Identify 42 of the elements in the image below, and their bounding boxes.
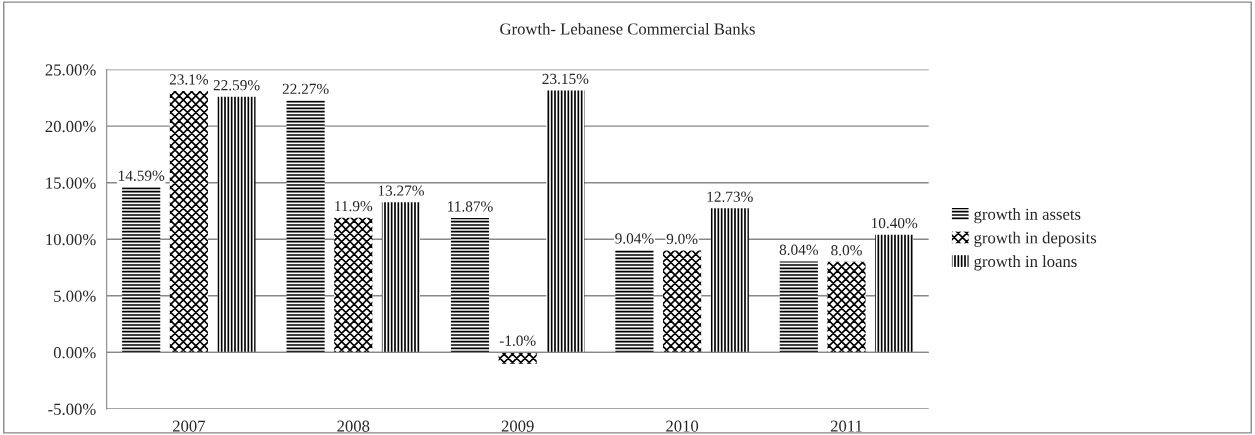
data-label: 23.1% (169, 74, 209, 85)
bar (450, 218, 490, 353)
data-label: 22.27% (282, 83, 329, 95)
data-label: 9.04% (615, 233, 654, 244)
bar (286, 100, 325, 353)
bar (169, 91, 208, 353)
data-label: 14.59% (118, 170, 165, 181)
y-tick-label: -5.00% (48, 403, 96, 415)
y-tick-label: 25.00% (45, 64, 96, 76)
bar (663, 250, 702, 353)
y-tick-label: 10.00% (46, 233, 96, 246)
bar (546, 90, 585, 353)
x-tick-label: 2009 (501, 420, 534, 432)
legend-label: growth in loans (974, 255, 1077, 271)
data-label: 11.9% (335, 200, 373, 212)
data-label: 9.0% (666, 233, 698, 245)
x-tick-label: 2008 (337, 420, 370, 432)
bar (381, 202, 421, 353)
x-tick-label: 2010 (666, 420, 699, 432)
bar (122, 187, 161, 353)
x-tick-label: 2011 (830, 420, 862, 432)
legend-label: growth in deposits (974, 231, 1097, 247)
data-label: 10.40% (871, 217, 918, 229)
bar (710, 208, 749, 353)
x-tick-label: 2007 (172, 420, 206, 432)
legend-label: growth in assets (974, 208, 1081, 224)
data-label: 23.15% (542, 73, 589, 85)
chart-title: Growth- Lebanese Commercial Banks (500, 22, 755, 35)
y-tick-label: 5.00% (54, 290, 96, 302)
data-label: 22.59% (213, 80, 260, 91)
bar (615, 250, 654, 353)
data-label: -1.0% (499, 335, 536, 346)
data-label: 8.04% (779, 244, 819, 255)
y-tick-label: 15.00% (46, 177, 96, 189)
data-label: 11.87% (448, 201, 493, 212)
bar (779, 261, 818, 353)
data-label: 13.27% (378, 185, 424, 196)
data-label: 8.0% (831, 245, 862, 256)
y-tick-label: 0.00% (53, 347, 96, 359)
bar (498, 352, 537, 364)
y-tick-label: 20.00% (45, 120, 96, 133)
data-label: 12.73% (707, 191, 753, 202)
